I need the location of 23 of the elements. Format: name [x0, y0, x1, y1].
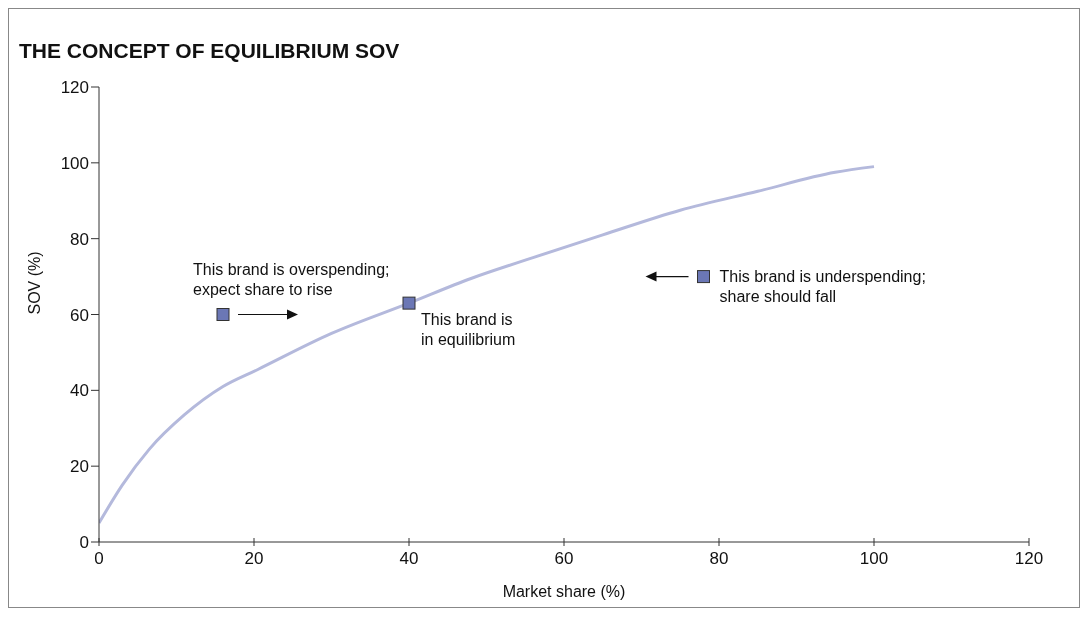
- y-tick-label: 20: [70, 457, 89, 477]
- y-tick-label: 60: [70, 305, 89, 325]
- y-tick-label: 40: [70, 381, 89, 401]
- point: [216, 308, 230, 321]
- x-tick-label: 40: [399, 549, 419, 569]
- x-tick-label: 0: [94, 549, 104, 569]
- y-tick-label: 120: [60, 78, 89, 98]
- x-tick-label: 80: [709, 549, 729, 569]
- annotation: This brand is overspending; expect share to rise: [193, 260, 390, 298]
- annotation: This brand is underspending; share should fall: [719, 267, 926, 305]
- y-axis-title: SOV (%): [25, 251, 43, 315]
- point: [402, 296, 416, 310]
- y-tick-label: 80: [70, 229, 89, 249]
- x-tick-label: 100: [859, 549, 889, 569]
- x-tick-label: 120: [1014, 549, 1044, 569]
- x-tick-label: 20: [244, 549, 264, 569]
- annotation: This brand is in equilibrium: [421, 311, 516, 349]
- y-tick-label: 100: [60, 153, 89, 173]
- y-tick-label: 0: [79, 533, 89, 553]
- x-tick-label: 60: [554, 549, 574, 569]
- point: [697, 270, 710, 284]
- x-axis-title: Market share (%): [502, 583, 626, 600]
- chart-title: THE CONCEPT OF EQUILIBRIUM SOV: [18, 38, 401, 64]
